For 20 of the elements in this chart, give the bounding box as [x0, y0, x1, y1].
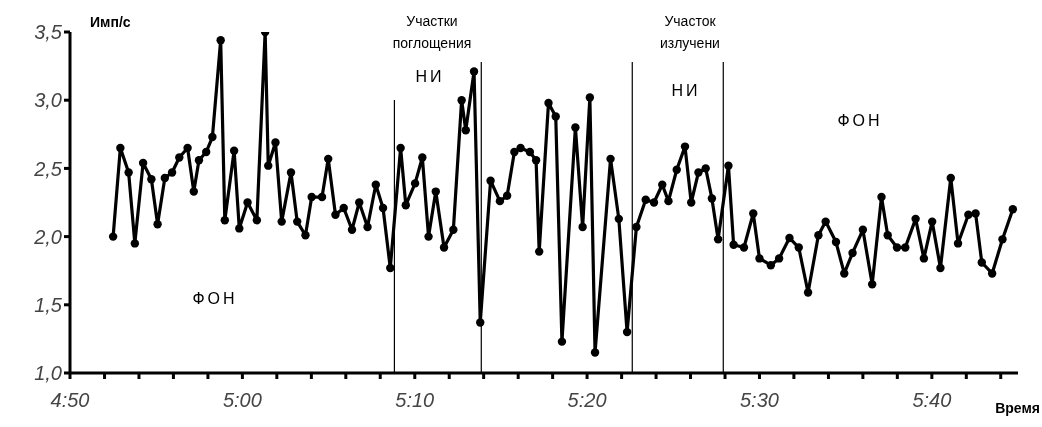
y-tick-label: 3,5 [34, 21, 63, 44]
y-axis-title: Имп/с [90, 14, 131, 30]
annotation: ФОН [836, 111, 884, 131]
x-axis-title: Время [995, 400, 1040, 416]
x-tick-label: 5:00 [222, 389, 262, 412]
annotation: НИ [670, 81, 702, 101]
y-tick-label: 1,5 [34, 293, 63, 316]
x-tick-label: 5:40 [912, 389, 952, 412]
annotation: ФОН [191, 289, 239, 309]
annotation: Участки поглощения [391, 12, 473, 53]
annotation: Участок излучени [659, 12, 721, 53]
x-tick-label: 5:10 [395, 389, 435, 412]
x-tick-label: 5:30 [740, 389, 779, 412]
annotation: НИ [414, 67, 446, 87]
y-tick-label: 2,0 [33, 225, 62, 248]
y-tick-label: 2,5 [33, 157, 63, 180]
x-tick-label: 5:20 [567, 389, 607, 412]
x-tick-label: 4:50 [50, 389, 90, 412]
y-tick-label: 3,0 [34, 89, 62, 112]
y-tick-label: 1,0 [34, 362, 62, 385]
